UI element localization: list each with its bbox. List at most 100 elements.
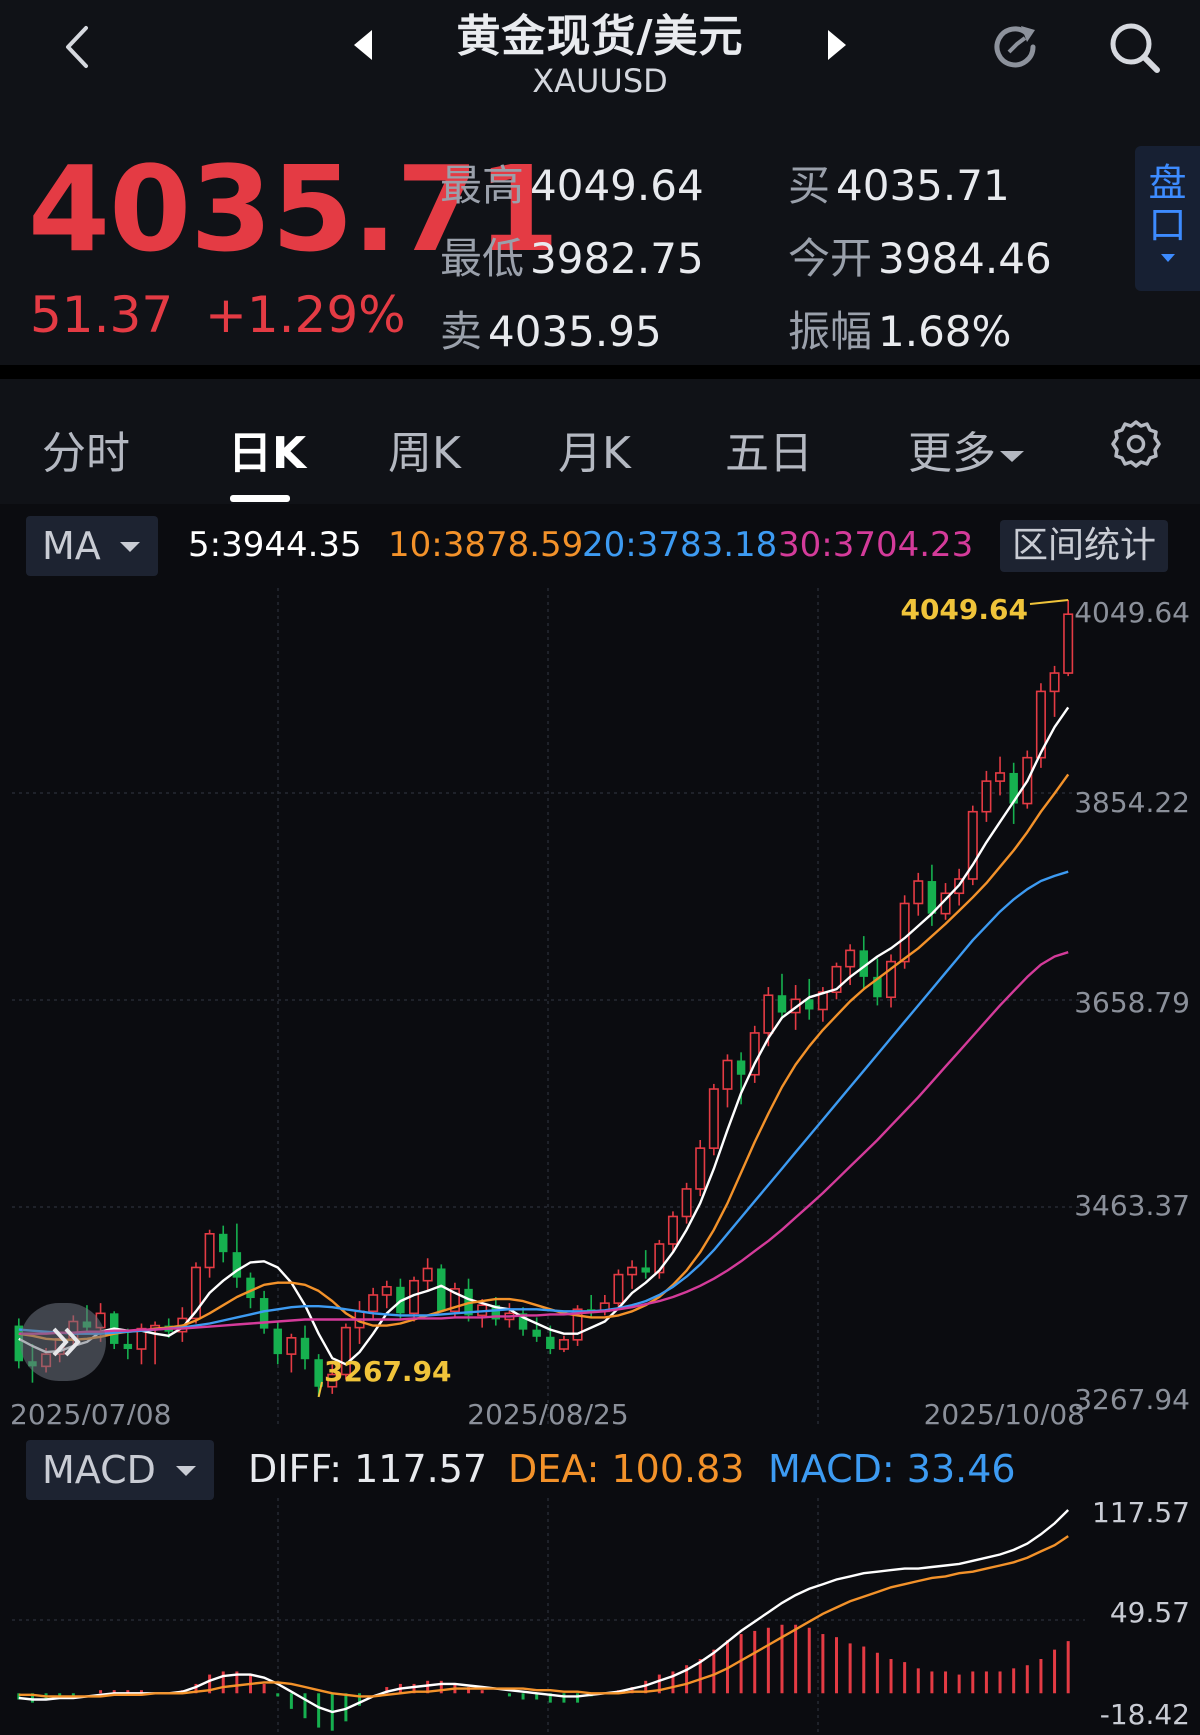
- candle-body: [859, 950, 868, 977]
- range-stats-button[interactable]: 区间统计: [1000, 520, 1168, 572]
- stat-open-label: 今开: [788, 234, 873, 283]
- candle-body: [246, 1277, 255, 1299]
- candle: [667, 1211, 678, 1253]
- refresh-icon[interactable]: [985, 16, 1047, 78]
- y-tick-label: 3854.22: [1074, 786, 1190, 819]
- candle: [654, 1239, 665, 1279]
- candlestick-chart[interactable]: 4049.643854.223658.793463.373267.942025/…: [0, 585, 1200, 1425]
- stat-amplitude-value: 1.68%: [878, 307, 1012, 356]
- stat-low-label: 最低: [440, 234, 525, 283]
- candle: [437, 1264, 446, 1312]
- stat-sell-value: 4035.95: [488, 307, 662, 356]
- candle: [1049, 665, 1060, 717]
- candle: [1009, 762, 1018, 824]
- candle: [532, 1317, 541, 1342]
- ma10-line: [18, 773, 1070, 1342]
- max-marker-line: [1029, 599, 1069, 605]
- tab-intraday[interactable]: 分时: [42, 428, 130, 479]
- candle-body: [913, 880, 924, 905]
- candle: [300, 1325, 310, 1370]
- next-instrument-icon[interactable]: [824, 28, 850, 62]
- min-marker-line: [317, 1381, 323, 1398]
- candle-body: [327, 1373, 338, 1388]
- macd-chart[interactable]: 117.57 49.57 -18.42: [0, 1495, 1200, 1735]
- x-tick-label: 2025/08/25: [467, 1398, 628, 1425]
- caret-down-icon: [1160, 254, 1175, 262]
- macd-selector-label: MACD: [42, 1448, 156, 1492]
- x-tick-label: 2025/07/08: [10, 1398, 171, 1425]
- macd-selector[interactable]: MACD: [26, 1440, 214, 1500]
- quote-panel: [0, 110, 1200, 365]
- stat-low: 最低 3982.75: [440, 225, 704, 286]
- candle-body: [340, 1326, 351, 1376]
- tab-more-label: 更多: [908, 428, 996, 479]
- candle-body: [449, 1288, 460, 1313]
- candle-body: [546, 1336, 555, 1350]
- candle-body: [204, 1233, 215, 1269]
- candle: [995, 756, 1006, 796]
- tab-daily-k[interactable]: 日K: [228, 428, 307, 479]
- ma-selector[interactable]: MA: [26, 516, 158, 576]
- candle-body: [422, 1267, 433, 1282]
- candle-body: [654, 1243, 665, 1274]
- price-change: 51.37 +1.29%: [30, 286, 406, 344]
- candle: [927, 864, 937, 926]
- search-icon[interactable]: [1105, 18, 1165, 78]
- stat-buy-value: 4035.71: [836, 161, 1010, 210]
- candle-body: [558, 1339, 569, 1350]
- candle: [641, 1250, 650, 1279]
- candle-body: [219, 1233, 228, 1253]
- candle: [558, 1335, 569, 1353]
- stat-sell-label: 卖: [440, 307, 483, 356]
- candle: [681, 1182, 692, 1224]
- ma-selector-label: MA: [42, 524, 101, 568]
- ma5-line: [18, 706, 1070, 1366]
- ma20-value: 20:3783.18: [582, 525, 778, 565]
- active-tab-indicator: [230, 495, 290, 502]
- candle-body: [314, 1359, 323, 1387]
- prev-instrument-icon[interactable]: [350, 28, 376, 62]
- candle-body: [1009, 772, 1018, 804]
- candle-body: [667, 1215, 678, 1245]
- stat-open-value: 3984.46: [878, 234, 1052, 283]
- stat-amplitude-label: 振幅: [788, 307, 873, 356]
- instrument-code: XAUUSD: [532, 62, 668, 100]
- stat-buy: 买 4035.71: [788, 152, 1010, 213]
- candle-body: [899, 902, 910, 963]
- candle: [123, 1328, 133, 1360]
- candle: [449, 1282, 460, 1318]
- tab-weekly-k[interactable]: 周K: [388, 428, 461, 479]
- settings-icon[interactable]: [1110, 418, 1162, 470]
- candle-body: [123, 1343, 133, 1350]
- candle: [708, 1083, 719, 1156]
- candle-body: [790, 998, 801, 1014]
- candle-body: [845, 949, 856, 968]
- tab-five-day[interactable]: 五日: [725, 428, 813, 479]
- back-icon[interactable]: [58, 22, 98, 72]
- candle: [805, 978, 814, 1020]
- x-tick-label: 2025/10/08: [924, 1398, 1085, 1425]
- tab-monthly-k[interactable]: 月K: [558, 428, 631, 479]
- candle: [381, 1280, 392, 1309]
- candle: [722, 1054, 733, 1108]
- tab-more[interactable]: 更多: [908, 417, 1026, 481]
- min-marker-label: 3267.94: [324, 1355, 452, 1388]
- candle-body: [518, 1313, 528, 1330]
- candle: [899, 895, 910, 969]
- change-value: 51.37: [30, 286, 174, 344]
- candle: [232, 1223, 242, 1288]
- candle-body: [532, 1329, 541, 1337]
- caret-down-icon: [176, 1466, 196, 1476]
- stat-high: 最高 4049.64: [440, 152, 704, 213]
- candle: [340, 1323, 351, 1380]
- candle: [327, 1364, 338, 1394]
- candle-body: [763, 994, 774, 1034]
- stat-low-value: 3982.75: [530, 234, 704, 283]
- ma30-line: [18, 951, 1069, 1335]
- expand-panel-button[interactable]: [20, 1303, 106, 1381]
- stat-buy-label: 买: [788, 161, 831, 210]
- stat-amplitude: 振幅 1.68%: [788, 298, 1011, 359]
- double-chevron-right-icon: [52, 1327, 81, 1357]
- candle: [831, 962, 842, 1000]
- order-book-button[interactable]: 盘口: [1135, 146, 1200, 291]
